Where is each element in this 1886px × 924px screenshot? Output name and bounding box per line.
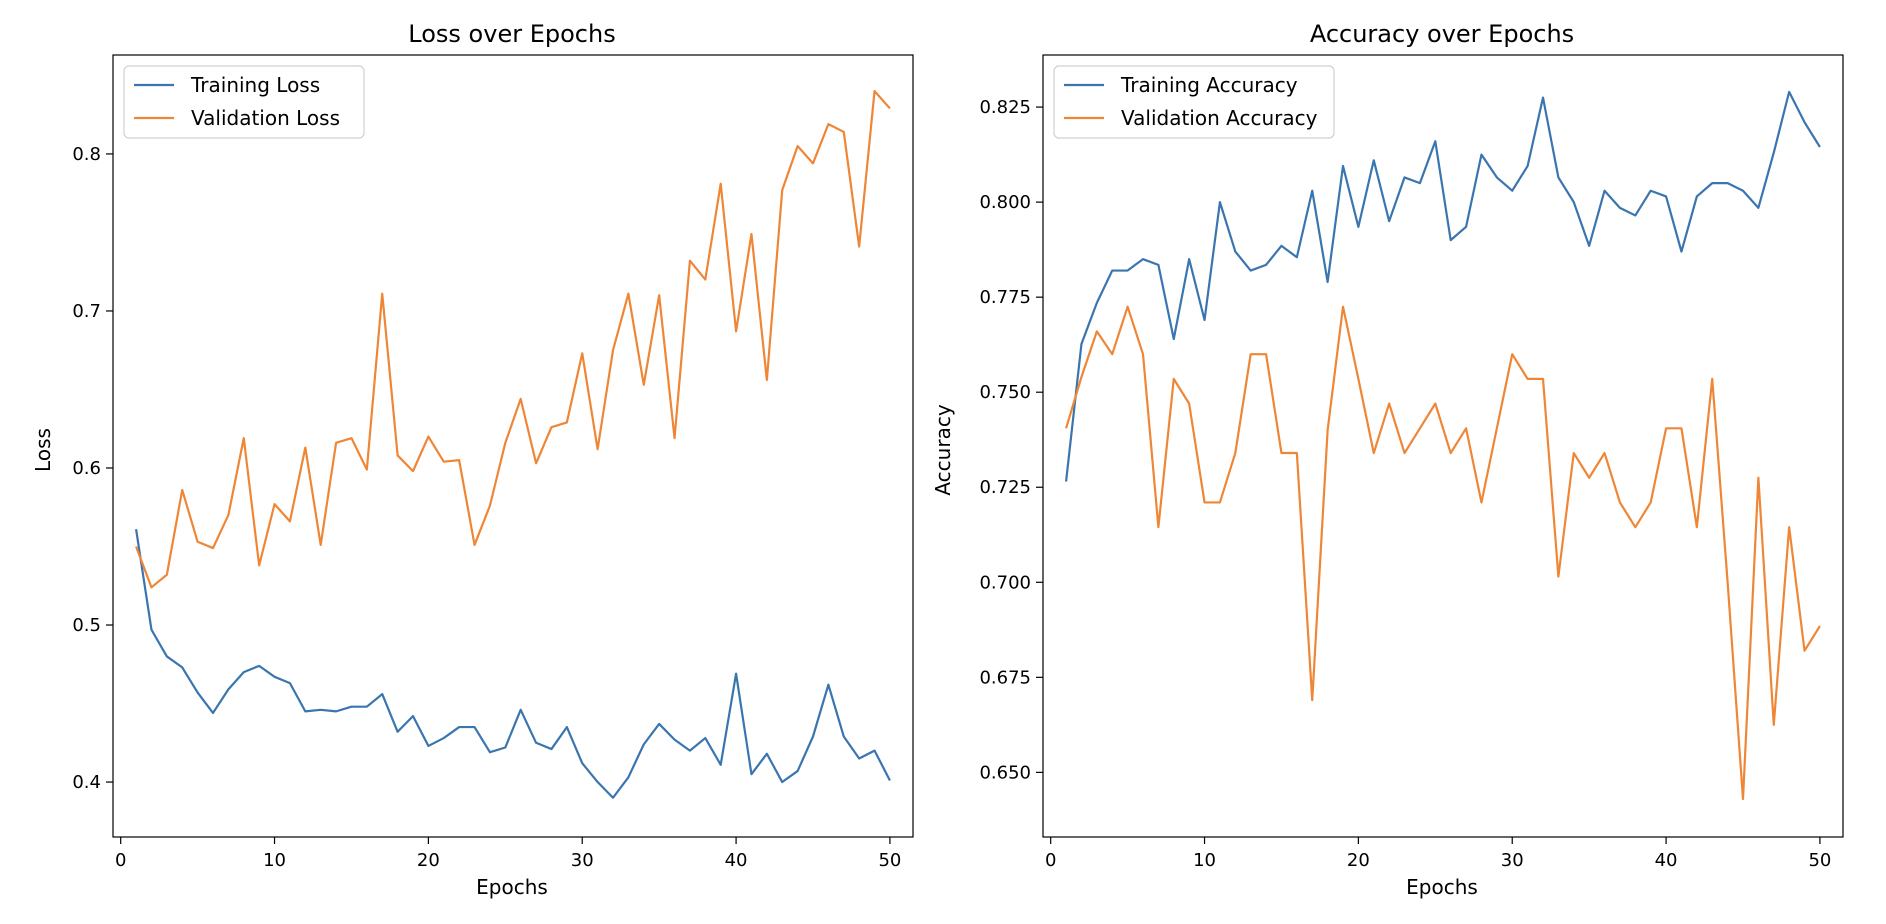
loss-chart-series-line-validation <box>135 90 891 589</box>
accuracy-chart-xtick-label: 30 <box>1501 850 1524 871</box>
loss-chart-ytick-label: 0.5 <box>72 615 101 636</box>
accuracy-chart-ytick-label: 0.800 <box>979 192 1031 213</box>
loss-chart-xtick-label: 0 <box>115 850 126 871</box>
loss-chart-xtick-label: 30 <box>571 850 594 871</box>
loss-chart-ytick-label: 0.4 <box>72 772 101 793</box>
accuracy-chart-ytick-label: 0.825 <box>979 97 1031 118</box>
loss-chart-ylabel: Loss <box>31 428 55 472</box>
accuracy-chart-legend-label: Validation Accuracy <box>1121 106 1318 130</box>
accuracy-chart-ytick-label: 0.700 <box>979 572 1031 593</box>
loss-chart: Loss over Epochs Epochs Loss 0 10 20 30 40 50… <box>31 20 914 899</box>
accuracy-chart-xlabel: Epochs <box>1406 875 1478 899</box>
accuracy-chart-ytick-label: 0.650 <box>979 762 1031 783</box>
loss-chart-xlabel: Epochs <box>476 875 548 899</box>
loss-chart-series-line-training <box>134 529 891 799</box>
accuracy-chart-legend-label: Training Accuracy <box>1120 73 1298 97</box>
loss-chart-legend-label: Training Loss <box>190 73 320 97</box>
loss-chart-legend-box <box>123 65 365 139</box>
accuracy-chart-xtick-label: 50 <box>1808 850 1831 871</box>
accuracy-chart-legend: Training Accuracy Validation Accuracy <box>1053 65 1335 139</box>
accuracy-chart-series-line-validation <box>1065 305 1821 801</box>
accuracy-chart-xtick-label: 10 <box>1193 850 1216 871</box>
loss-chart-xtick-label: 50 <box>878 850 901 871</box>
loss-chart-xtick-label: 40 <box>725 850 748 871</box>
accuracy-chart-ytick-label: 0.675 <box>979 667 1031 688</box>
accuracy-chart: Accuracy over Epochs Epochs Accuracy 0 10… <box>931 20 1844 899</box>
loss-chart-plot-area: 0 10 20 30 40 50 0.4 0.5 0.6 0.7 0.8 Training Loss V… <box>72 54 914 871</box>
loss-chart-ytick-label: 0.6 <box>72 458 101 479</box>
loss-chart-legend: Training Loss Validation Loss <box>123 65 365 139</box>
accuracy-chart-ylabel: Accuracy <box>931 404 955 495</box>
loss-chart-ytick-label: 0.8 <box>72 144 101 165</box>
accuracy-chart-ytick-label: 0.750 <box>979 382 1031 403</box>
accuracy-chart-plot-area: 0 10 20 30 40 50 0.650 0.675 0.700 0.725 0.750 0.77… <box>979 54 1844 871</box>
accuracy-chart-ytick-label: 0.775 <box>979 287 1031 308</box>
accuracy-chart-series-line-training <box>1064 90 1821 482</box>
accuracy-chart-frame <box>1042 54 1844 838</box>
accuracy-chart-xtick-label: 40 <box>1655 850 1678 871</box>
loss-chart-ytick-label: 0.7 <box>72 301 101 322</box>
loss-chart-xtick-label: 20 <box>417 850 440 871</box>
accuracy-chart-xtick-label: 0 <box>1045 850 1056 871</box>
loss-chart-title: Loss over Epochs <box>408 20 615 48</box>
loss-chart-frame <box>112 54 914 838</box>
accuracy-chart-xtick-label: 20 <box>1347 850 1370 871</box>
accuracy-chart-title: Accuracy over Epochs <box>1310 20 1574 48</box>
loss-chart-legend-label: Validation Loss <box>191 106 340 130</box>
accuracy-chart-ytick-label: 0.725 <box>979 477 1031 498</box>
loss-chart-xtick-label: 10 <box>263 850 286 871</box>
accuracy-chart-legend-box <box>1053 65 1335 139</box>
